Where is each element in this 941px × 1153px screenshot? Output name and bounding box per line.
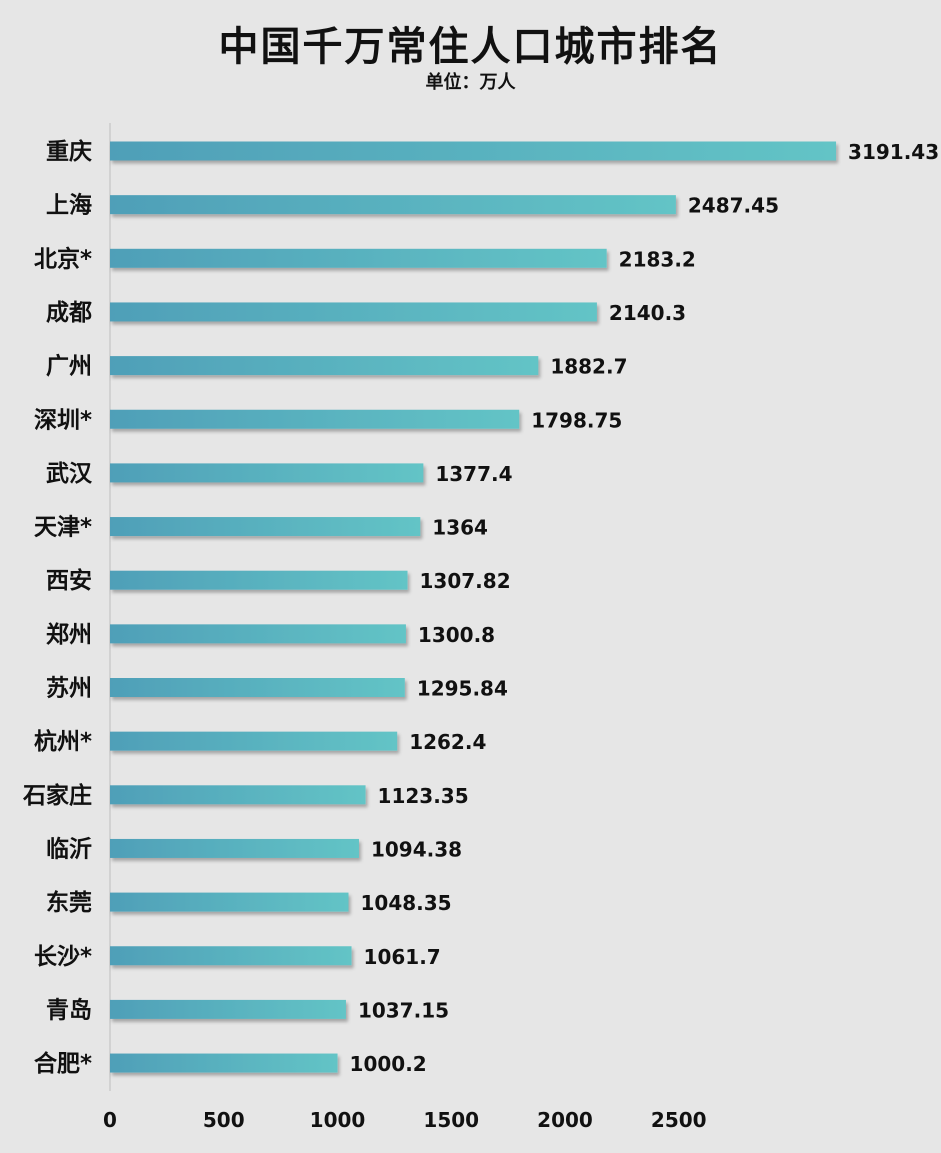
category-label: 北京* — [34, 245, 92, 272]
bar — [110, 356, 539, 376]
bar — [110, 141, 837, 161]
value-label: 1300.8 — [418, 623, 495, 647]
x-tick-label: 1500 — [423, 1108, 479, 1132]
bar — [110, 463, 424, 483]
x-tick-label: 0 — [103, 1108, 117, 1132]
value-label: 2487.45 — [688, 194, 779, 218]
category-label: 长沙* — [34, 944, 92, 970]
value-label: 1123.35 — [378, 784, 469, 808]
category-label: 东莞 — [46, 889, 92, 916]
bar — [110, 678, 405, 697]
category-label: 杭州* — [34, 728, 92, 755]
value-label: 1307.82 — [420, 569, 511, 593]
value-label: 1094.38 — [371, 837, 462, 861]
category-label: 石家庄 — [22, 782, 92, 809]
bar — [110, 838, 359, 858]
value-label: 1037.15 — [358, 998, 449, 1022]
category-label: 深圳* — [34, 407, 92, 433]
chart-subtitle: 单位：万人 — [425, 72, 516, 93]
category-label: 合肥* — [34, 1050, 92, 1077]
category-label: 重庆 — [46, 138, 92, 165]
bar — [110, 248, 607, 268]
value-label: 1882.7 — [550, 355, 627, 379]
value-label: 1000.2 — [350, 1052, 427, 1076]
category-label: 苏州 — [46, 676, 92, 702]
bar — [110, 731, 398, 751]
x-tick-label: 500 — [203, 1108, 245, 1132]
category-label: 成都 — [46, 300, 92, 326]
value-label: 1377.4 — [435, 462, 512, 486]
bar — [110, 785, 366, 805]
value-label: 2140.3 — [609, 301, 686, 325]
bar — [110, 946, 352, 966]
value-label: 1048.35 — [360, 891, 451, 915]
bar — [110, 409, 520, 429]
category-label: 郑州 — [46, 622, 92, 648]
bar — [110, 999, 346, 1019]
category-label: 广州 — [46, 353, 92, 380]
value-label: 1061.7 — [364, 945, 441, 969]
value-label: 1262.4 — [409, 730, 486, 754]
category-label: 青岛 — [46, 996, 92, 1023]
bar — [110, 570, 408, 590]
x-tick-label: 2500 — [651, 1108, 707, 1132]
bar — [110, 892, 349, 912]
bar — [110, 1053, 338, 1073]
category-label: 西安 — [46, 567, 92, 594]
category-label: 武汉 — [46, 461, 93, 487]
bar — [110, 195, 676, 215]
value-label: 1295.84 — [417, 677, 508, 701]
bar — [110, 302, 597, 322]
chart-title: 中国千万常住人口城市排名 — [218, 24, 723, 70]
category-label: 临沂 — [46, 835, 92, 862]
bar — [110, 624, 406, 644]
category-label: 天津* — [34, 514, 92, 541]
value-label: 1798.75 — [531, 408, 622, 432]
value-label: 2183.2 — [619, 247, 696, 271]
value-label: 3191.43 — [848, 140, 939, 164]
x-tick-label: 1000 — [310, 1108, 366, 1132]
bar — [110, 517, 421, 537]
category-label: 上海 — [46, 192, 92, 219]
value-label: 1364 — [432, 516, 488, 540]
x-tick-label: 2000 — [537, 1108, 593, 1132]
